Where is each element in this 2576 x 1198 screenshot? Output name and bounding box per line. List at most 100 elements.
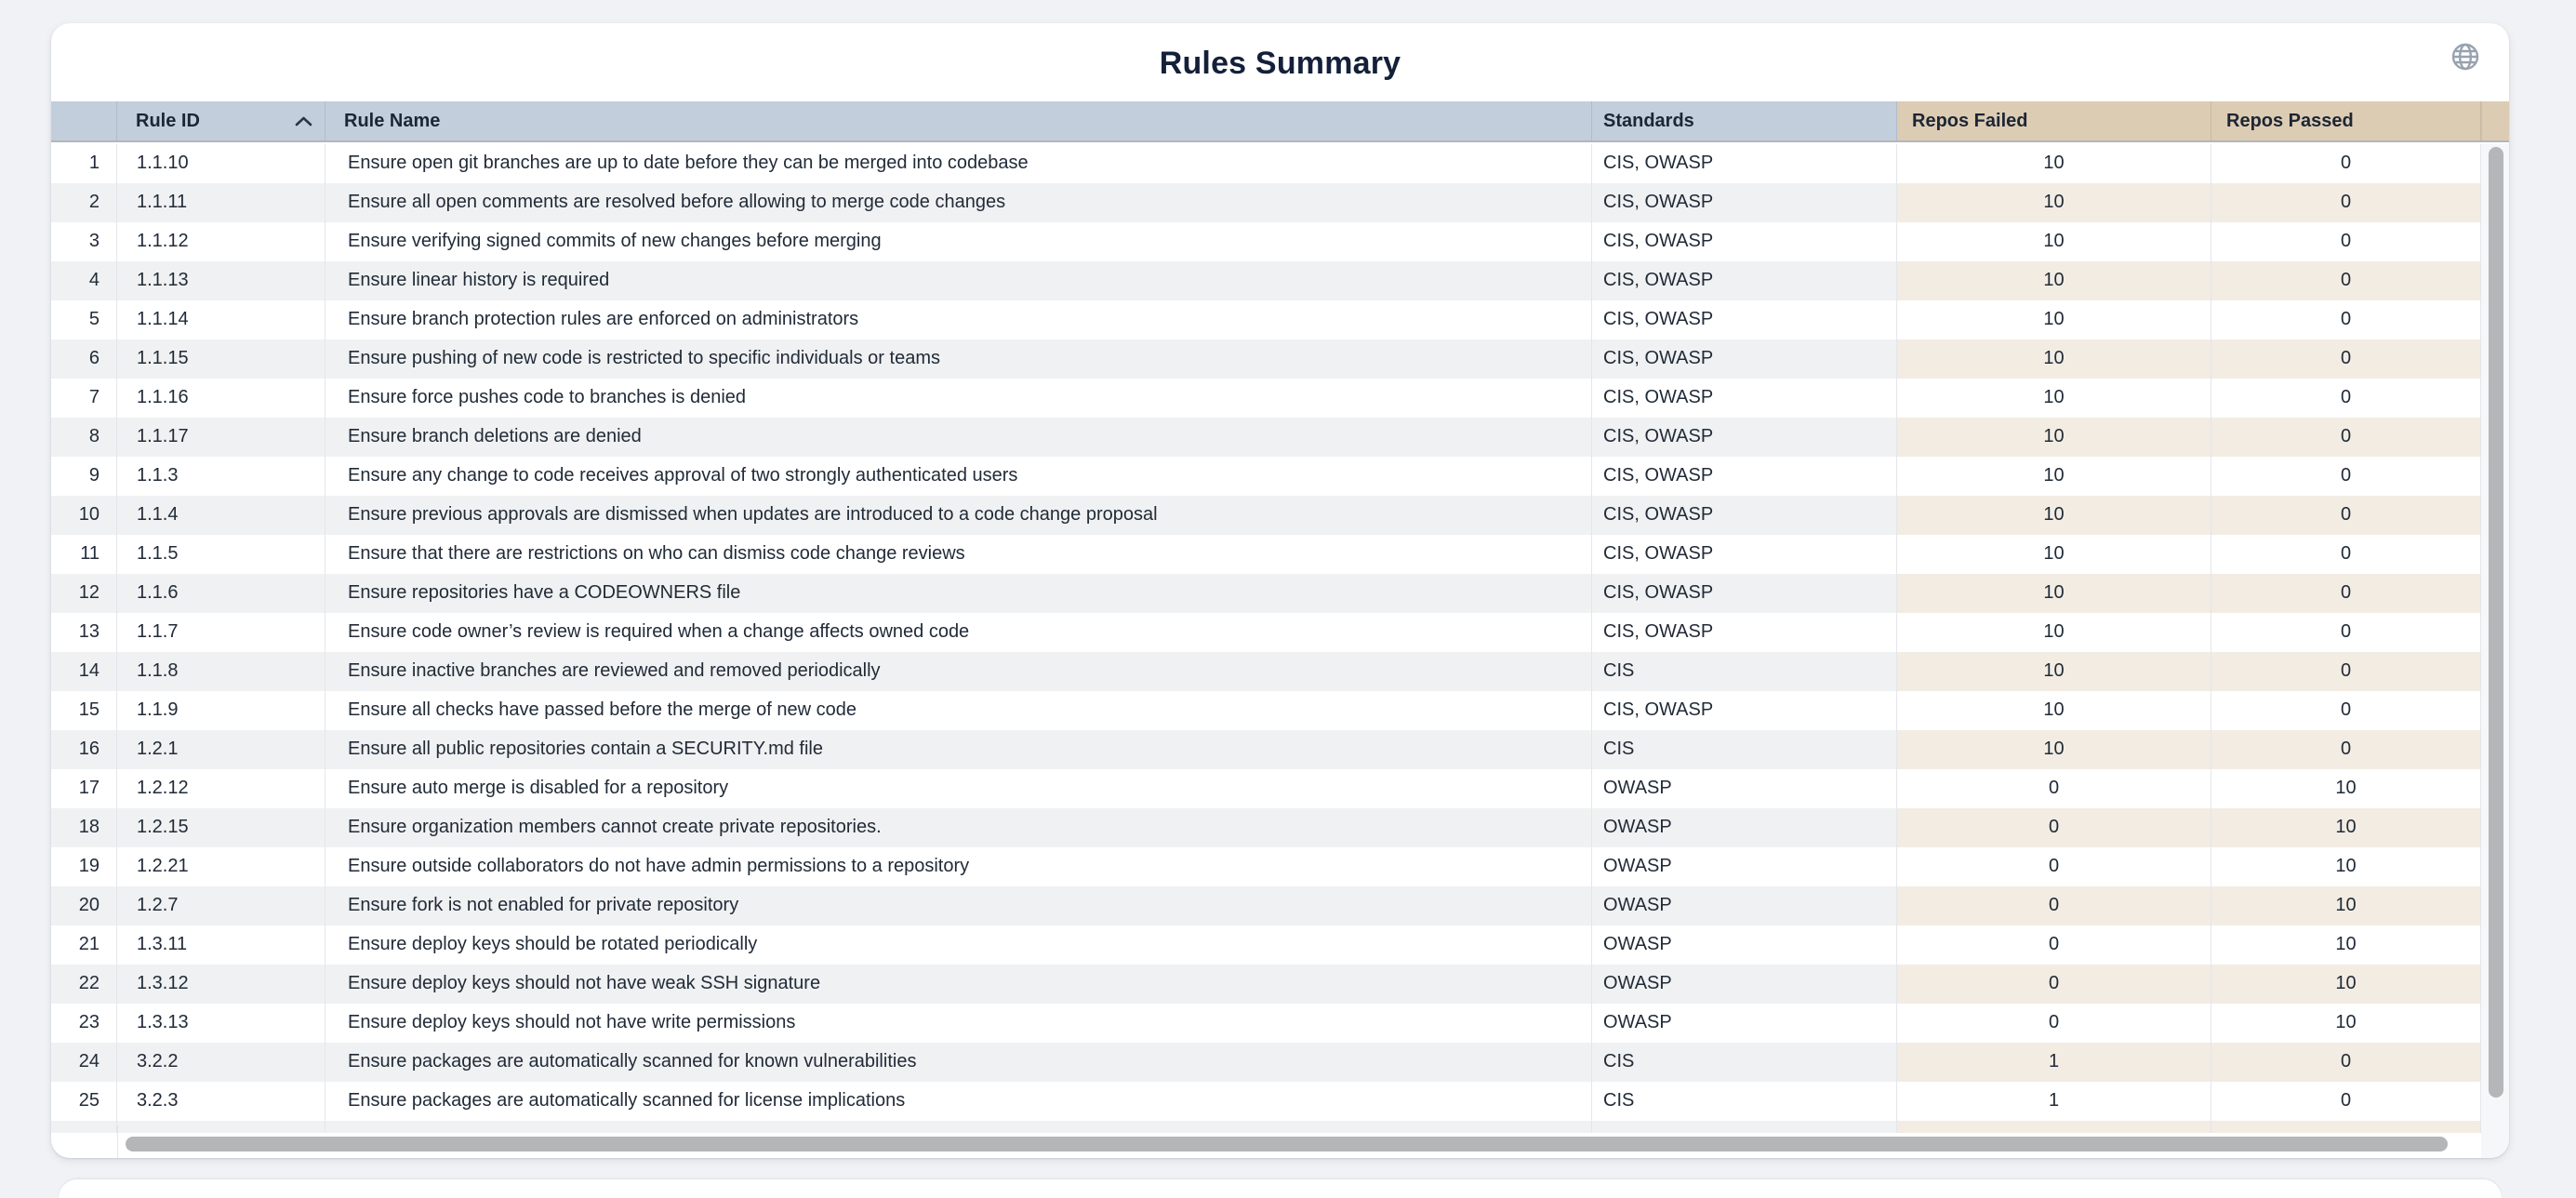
cell-repos-passed: 10 — [2211, 769, 2481, 808]
cell-rule-id: 3.2.3 — [117, 1082, 325, 1121]
table-row: 23 1.3.13 Ensure deploy keys should not … — [51, 1004, 2481, 1043]
cell-row-number: 6 — [51, 339, 117, 379]
cell-standards: CIS, OWASP — [1592, 300, 1897, 339]
header-label-repos-failed: Repos Failed — [1912, 110, 2028, 131]
cell-rule-name: Ensure all checks have passed before the… — [325, 691, 1592, 730]
table-row-partial — [51, 1121, 2481, 1133]
cell-row-number: 14 — [51, 652, 117, 691]
cell-rule-name: Ensure branch deletions are denied — [325, 418, 1592, 457]
cell-standards: CIS — [1592, 1082, 1897, 1121]
cell-standards: CIS, OWASP — [1592, 261, 1897, 300]
table-row: 14 1.1.8 Ensure inactive branches are re… — [51, 652, 2481, 691]
table-row: 22 1.3.12 Ensure deploy keys should not … — [51, 965, 2481, 1004]
cell-rule-name: Ensure packages are automatically scanne… — [325, 1082, 1592, 1121]
cell-rule-name: Ensure fork is not enabled for private r… — [325, 886, 1592, 925]
cell-rule-id: 1.3.13 — [117, 1004, 325, 1043]
cell-repos-passed: 0 — [2211, 183, 2481, 222]
table-row: 21 1.3.11 Ensure deploy keys should be r… — [51, 925, 2481, 965]
header-cell-repos-passed[interactable]: Repos Passed — [2211, 101, 2481, 140]
cell-repos-passed: 10 — [2211, 886, 2481, 925]
cell-rule-id: 1.1.14 — [117, 300, 325, 339]
table-row: 13 1.1.7 Ensure code owner’s review is r… — [51, 613, 2481, 652]
header-cell-index — [51, 101, 117, 140]
cell-rule-id: 1.1.12 — [117, 222, 325, 261]
cell-repos-failed: 0 — [1897, 808, 2211, 847]
cell-rule-name: Ensure open git branches are up to date … — [325, 144, 1592, 183]
header-cell-repos-failed[interactable]: Repos Failed — [1897, 101, 2211, 140]
cell-row-number: 22 — [51, 965, 117, 1004]
cell-repos-passed: 0 — [2211, 379, 2481, 418]
cell-row-number: 20 — [51, 886, 117, 925]
globe-icon[interactable] — [2450, 41, 2481, 73]
cell-row-number: 5 — [51, 300, 117, 339]
cell-repos-passed: 10 — [2211, 965, 2481, 1004]
horizontal-scrollbar-thumb[interactable] — [126, 1137, 2448, 1151]
cell-row-number: 4 — [51, 261, 117, 300]
cell-row-number: 15 — [51, 691, 117, 730]
cell-repos-passed: 0 — [2211, 1043, 2481, 1082]
cell-standards: CIS, OWASP — [1592, 574, 1897, 613]
cell-rule-name: Ensure packages are automatically scanne… — [325, 1043, 1592, 1082]
cell-standards: CIS, OWASP — [1592, 144, 1897, 183]
cell-rule-id: 1.1.8 — [117, 652, 325, 691]
cell-rule-id: 1.1.3 — [117, 457, 325, 496]
cell-row-number: 17 — [51, 769, 117, 808]
table-row: 10 1.1.4 Ensure previous approvals are d… — [51, 496, 2481, 535]
table-header-row: Rule ID Rule Name Standards Repos Failed… — [51, 101, 2509, 142]
cell-rule-id: 1.1.15 — [117, 339, 325, 379]
cell-row-number: 25 — [51, 1082, 117, 1121]
cell-repos-passed: 0 — [2211, 1082, 2481, 1121]
cell-rule-name: Ensure all public repositories contain a… — [325, 730, 1592, 769]
cell-standards: CIS, OWASP — [1592, 379, 1897, 418]
cell-rule-name: Ensure previous approvals are dismissed … — [325, 496, 1592, 535]
table-row: 16 1.2.1 Ensure all public repositories … — [51, 730, 2481, 769]
header-label-standards: Standards — [1603, 110, 1694, 131]
cell-repos-failed: 0 — [1897, 1004, 2211, 1043]
cell-standards: CIS, OWASP — [1592, 183, 1897, 222]
cell-standards: OWASP — [1592, 1004, 1897, 1043]
header-cell-standards[interactable]: Standards — [1592, 101, 1897, 140]
cell-row-number: 1 — [51, 144, 117, 183]
cell-repos-passed: 0 — [2211, 222, 2481, 261]
cell-repos-failed: 10 — [1897, 613, 2211, 652]
cell-rule-id: 1.2.21 — [117, 847, 325, 886]
header-cell-rule-id[interactable]: Rule ID — [117, 101, 325, 140]
header-cell-rule-name[interactable]: Rule Name — [325, 101, 1592, 140]
cell-rule-id: 1.1.16 — [117, 379, 325, 418]
cell-standards: CIS, OWASP — [1592, 418, 1897, 457]
cell-rule-name: Ensure outside collaborators do not have… — [325, 847, 1592, 886]
cell-repos-failed: 0 — [1897, 925, 2211, 965]
rules-summary-panel: Rules Summary Rule ID Rule Name Standard… — [51, 23, 2509, 1158]
header-label-rule-id: Rule ID — [136, 110, 200, 131]
cell-rule-id: 1.3.11 — [117, 925, 325, 965]
vertical-scrollbar-thumb[interactable] — [2489, 147, 2503, 1098]
cell-row-number: 10 — [51, 496, 117, 535]
next-panel-top-edge — [59, 1179, 2502, 1198]
table-row: 20 1.2.7 Ensure fork is not enabled for … — [51, 886, 2481, 925]
cell-repos-failed: 10 — [1897, 144, 2211, 183]
cell-repos-failed: 10 — [1897, 222, 2211, 261]
cell-rule-id: 1.1.17 — [117, 418, 325, 457]
cell-row-number: 3 — [51, 222, 117, 261]
table-row: 11 1.1.5 Ensure that there are restricti… — [51, 535, 2481, 574]
table-row: 9 1.1.3 Ensure any change to code receiv… — [51, 457, 2481, 496]
cell-rule-id: 1.1.11 — [117, 183, 325, 222]
cell-repos-failed: 10 — [1897, 261, 2211, 300]
cell-rule-name: Ensure verifying signed commits of new c… — [325, 222, 1592, 261]
cell-rule-id: 1.2.1 — [117, 730, 325, 769]
cell-repos-failed: 10 — [1897, 418, 2211, 457]
header-label-repos-passed: Repos Passed — [2226, 110, 2354, 131]
cell-repos-failed: 0 — [1897, 886, 2211, 925]
cell-standards: CIS, OWASP — [1592, 222, 1897, 261]
cell-rule-id: 3.2.2 — [117, 1043, 325, 1082]
table-row: 25 3.2.3 Ensure packages are automatical… — [51, 1082, 2481, 1121]
cell-rule-name: Ensure deploy keys should not have write… — [325, 1004, 1592, 1043]
cell-row-number: 2 — [51, 183, 117, 222]
table-row: 2 1.1.11 Ensure all open comments are re… — [51, 183, 2481, 222]
header-scrollbar-filler — [2481, 101, 2509, 140]
cell-row-number: 16 — [51, 730, 117, 769]
sort-ascending-icon — [295, 116, 312, 126]
cell-rule-id: 1.3.12 — [117, 965, 325, 1004]
table-row: 3 1.1.12 Ensure verifying signed commits… — [51, 222, 2481, 261]
cell-repos-failed: 10 — [1897, 535, 2211, 574]
